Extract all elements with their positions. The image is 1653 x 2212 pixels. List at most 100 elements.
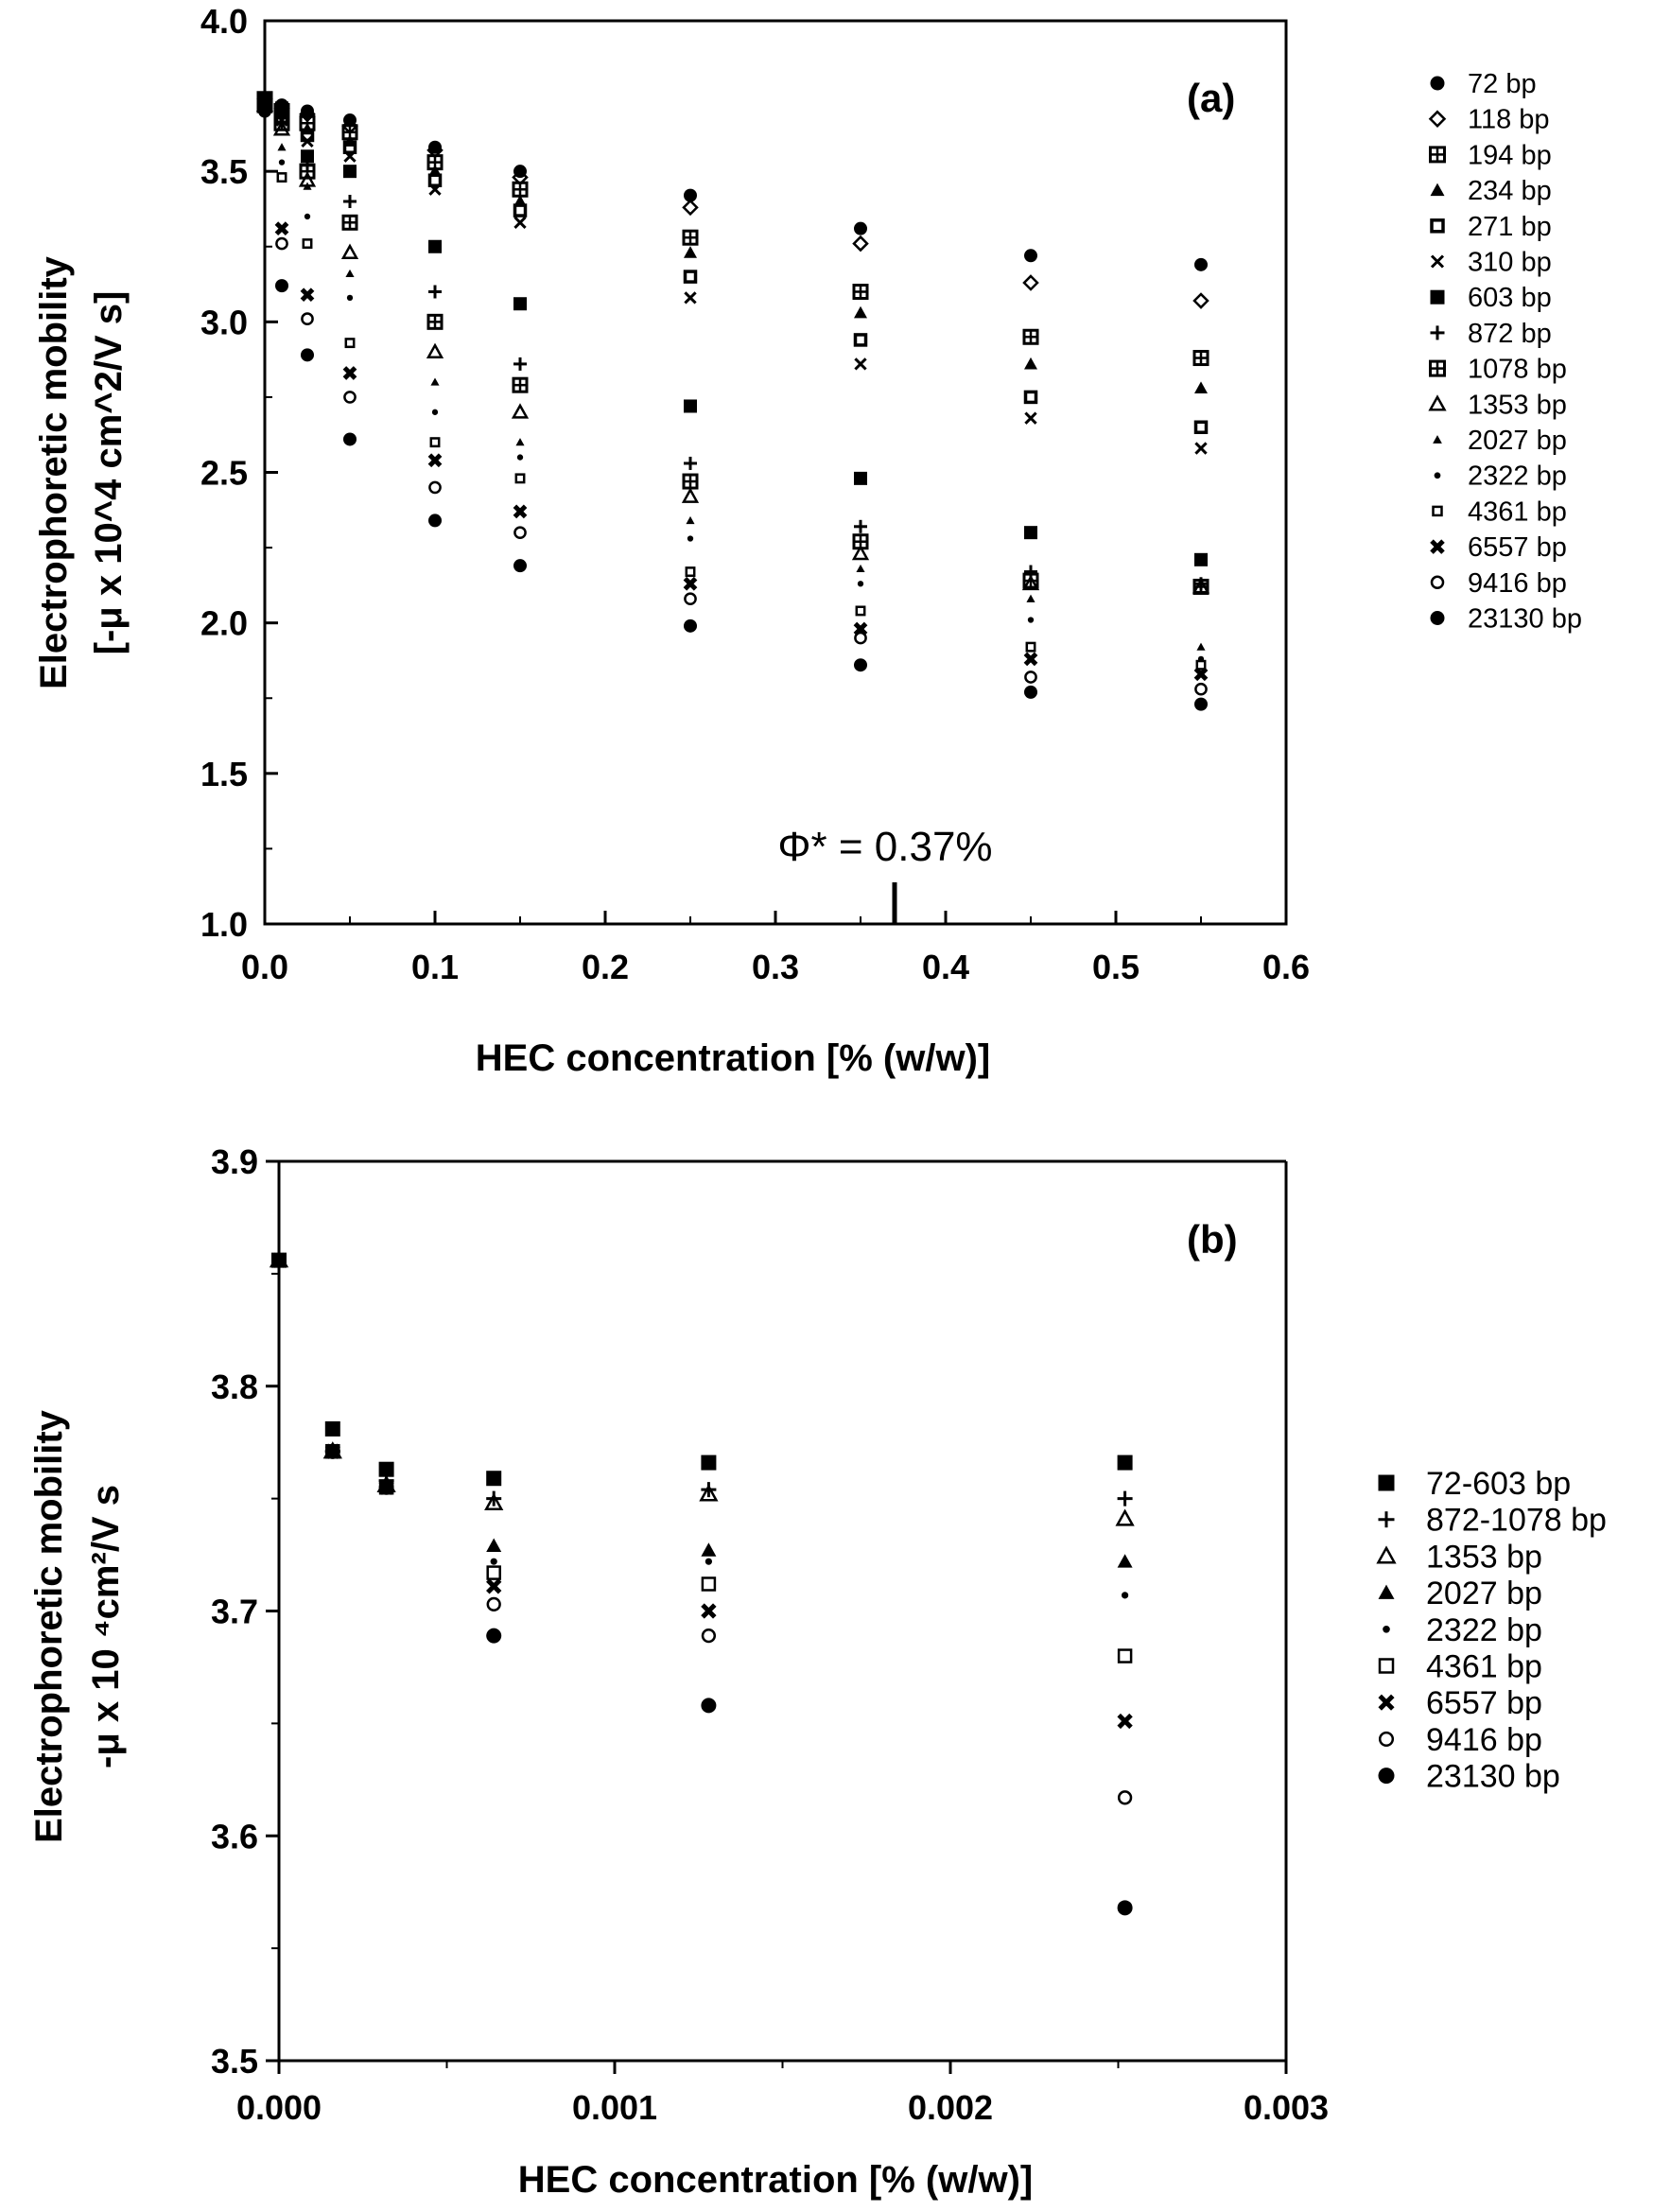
- panel-a-x-tick-label: 0.2: [582, 948, 629, 986]
- data-point-603-bp: [275, 101, 288, 115]
- panel-a-y-tick-label: 1.0: [200, 905, 248, 944]
- data-point-118-bp: [682, 199, 699, 217]
- data-point-72-bp: [301, 104, 314, 118]
- legend-marker-9416-bp: [1378, 1731, 1395, 1747]
- data-point-2027-bp: [1117, 1554, 1133, 1568]
- legend-label-23130-bp: 23130 bp: [1426, 1759, 1560, 1795]
- panel-a-marks: [255, 90, 1210, 711]
- legend-marker-6557-bp: [1430, 539, 1445, 554]
- panel-a-y-tick-label: 4.0: [200, 2, 248, 41]
- phi-annotation: Φ* = 0.37%: [777, 824, 993, 924]
- data-point-2322-bp: [1122, 1592, 1129, 1599]
- data-point-4361-bp: [429, 437, 441, 448]
- data-point-6557-bp: [427, 453, 443, 468]
- data-point-2027-bp: [277, 143, 287, 151]
- data-point-872-bp: [854, 519, 867, 533]
- panel-a-x-tick-label: 0.3: [752, 948, 799, 986]
- data-point-4361-bp: [855, 605, 866, 617]
- panel-b-x-tick-label: 0.002: [908, 2088, 993, 2127]
- panel-a-y-tick-label: 1.5: [200, 755, 248, 793]
- data-point-6557-bp: [701, 1603, 717, 1619]
- data-point-72-603-bp: [324, 1420, 340, 1437]
- legend-marker-872-bp: [1430, 325, 1445, 340]
- legend-label-1353-bp: 1353 bp: [1468, 390, 1567, 420]
- legend-label-23130-bp: 23130 bp: [1468, 604, 1582, 635]
- data-point-6557-bp: [274, 221, 289, 236]
- data-point-9416-bp: [854, 631, 867, 645]
- legend-marker-72-603-bp: [1378, 1474, 1395, 1491]
- data-point-72-603-bp: [1117, 1454, 1133, 1471]
- data-point-271-bp: [427, 173, 443, 187]
- data-point-6557-bp: [1193, 667, 1209, 682]
- data-point-6557-bp: [853, 621, 868, 636]
- data-point-4361-bp: [344, 338, 356, 349]
- data-point-2027-bp: [1026, 594, 1035, 602]
- data-point-2322-bp: [490, 1558, 497, 1565]
- data-point-603-bp: [428, 239, 442, 253]
- legend-label-2027-bp: 2027 bp: [1468, 426, 1567, 456]
- data-point-1353-bp: [1192, 577, 1210, 594]
- legend-label-2322-bp: 2322 bp: [1468, 462, 1567, 492]
- data-point-2322-bp: [346, 294, 354, 302]
- legend-marker-234-bp: [1430, 183, 1445, 197]
- data-point-271-bp: [342, 140, 357, 154]
- data-point-2027-bp: [686, 515, 695, 525]
- data-point-4361-bp: [276, 172, 287, 183]
- data-point-310-bp: [1024, 411, 1037, 425]
- data-point-2027-bp: [701, 1542, 717, 1557]
- panel-a-x-axis-title: HEC concentration [% (w/w)]: [476, 1037, 990, 1079]
- data-point-4361-bp: [486, 1565, 501, 1580]
- data-point-271-bp: [513, 203, 528, 218]
- data-point-9416-bp: [1194, 682, 1208, 696]
- data-point-2027-bp: [486, 1538, 502, 1552]
- data-point-603-bp: [854, 471, 867, 485]
- data-point-23130-bp: [1194, 697, 1208, 711]
- legend-marker-4361-bp: [1432, 505, 1443, 517]
- data-point-194-bp: [682, 229, 699, 246]
- data-point-1078-bp: [426, 313, 444, 330]
- data-point-194-bp: [512, 181, 529, 198]
- data-point-194-bp: [1192, 350, 1209, 367]
- data-point-872-1078-bp: [1117, 1490, 1133, 1507]
- data-point-23130-bp: [486, 1628, 502, 1644]
- data-point-6557-bp: [486, 1578, 502, 1594]
- panel-b-y-axis-title-line1: Electrophoretic mobility: [28, 1409, 70, 1843]
- data-point-1353-bp: [681, 487, 700, 503]
- legend-marker-1353-bp: [1428, 394, 1447, 411]
- legend-label-2027-bp: 2027 bp: [1426, 1576, 1542, 1611]
- panel-a-y-tick-label: 3.0: [200, 303, 248, 341]
- data-point-1353-bp: [699, 1484, 719, 1502]
- data-point-310-bp: [854, 357, 867, 371]
- panel-b-y-tick-label: 3.9: [211, 1142, 258, 1181]
- legend-label-2322-bp: 2322 bp: [1426, 1612, 1542, 1648]
- data-point-1078-bp: [682, 473, 699, 490]
- data-point-2027-bp: [303, 182, 312, 190]
- data-point-271-bp: [853, 333, 868, 347]
- legend-label-271-bp: 271 bp: [1468, 212, 1552, 242]
- panel-b-label: (b): [1187, 1217, 1238, 1262]
- data-point-9416-bp: [275, 236, 288, 251]
- data-point-23130-bp: [1117, 1900, 1133, 1916]
- panel-b-y-axis-title-line2: -μ x 10 ⁴cm²/V s: [85, 1485, 127, 1768]
- legend-marker-310-bp: [1430, 254, 1445, 269]
- data-point-4361-bp: [302, 238, 313, 250]
- data-point-4361-bp: [1195, 659, 1207, 671]
- panel-a-y-axis-title-line2: [-μ x 10^4 cm^2/V s]: [88, 291, 130, 655]
- panel-b-x-axis-title: HEC concentration [% (w/w)]: [518, 2159, 1033, 2201]
- data-point-2322-bp: [1027, 617, 1035, 623]
- panel-a-x-tick-label: 0.1: [411, 948, 459, 986]
- legend-marker-9416-bp: [1430, 575, 1445, 590]
- panel-b-y-tick-label: 3.8: [211, 1367, 258, 1406]
- panel-b-x-tick-label: 0.000: [236, 2088, 322, 2127]
- legend-marker-23130-bp: [1430, 611, 1445, 625]
- data-point-194-bp: [1022, 328, 1039, 345]
- data-point-1353-bp: [851, 544, 870, 561]
- data-point-4361-bp: [685, 566, 696, 577]
- legend-marker-2027-bp: [1378, 1584, 1395, 1599]
- data-point-6557-bp: [683, 576, 698, 591]
- legend-label-6557-bp: 6557 bp: [1468, 532, 1567, 563]
- data-point-872-bp: [428, 285, 442, 299]
- panel-b-x-tick-label: 0.003: [1244, 2088, 1329, 2127]
